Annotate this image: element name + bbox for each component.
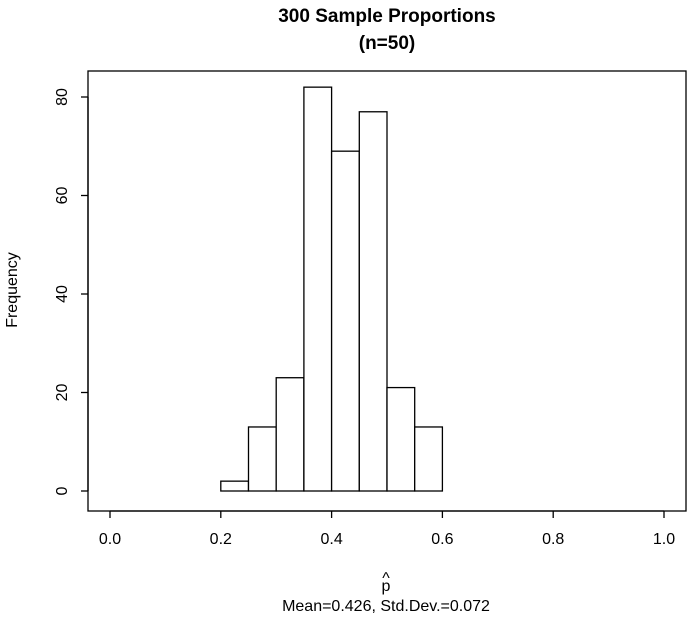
histogram-bar: [303, 86, 333, 492]
x-tick-label: 0.8: [542, 531, 564, 548]
x-axis-title: p: [382, 578, 391, 595]
histogram-bar: [386, 386, 416, 492]
histogram-bar: [220, 480, 250, 492]
histogram-bar: [414, 426, 444, 492]
x-axis-subtitle: Mean=0.426, Std.Dev.=0.072: [282, 598, 490, 615]
chart-title-line-2: (n=50): [359, 33, 416, 54]
y-tick-label: 0: [54, 486, 71, 495]
x-tick-label: 1.0: [653, 531, 675, 548]
bars-group: [220, 86, 444, 492]
y-tick-label: 60: [54, 187, 71, 205]
x-tick-label: 0.4: [320, 531, 342, 548]
y-axis-title: Frequency: [4, 252, 21, 328]
histogram-bar: [247, 426, 277, 492]
chart-title-line-1: 300 Sample Proportions: [278, 6, 496, 27]
histogram-bar: [275, 377, 305, 492]
histogram-bar: [330, 150, 360, 492]
y-tick-label: 20: [54, 384, 71, 402]
y-axis: 0 20 40 60 80: [54, 88, 89, 495]
x-axis: 0.0 0.2 0.4 0.6 0.8 1.0: [99, 510, 675, 548]
x-tick-label: 0.2: [210, 531, 232, 548]
y-tick-label: 40: [54, 285, 71, 303]
x-axis-title-hat: ^: [382, 570, 390, 587]
y-tick-label: 80: [54, 88, 71, 106]
x-tick-label: 0.6: [431, 531, 453, 548]
histogram-bar: [358, 111, 388, 492]
x-tick-label: 0.0: [99, 531, 121, 548]
